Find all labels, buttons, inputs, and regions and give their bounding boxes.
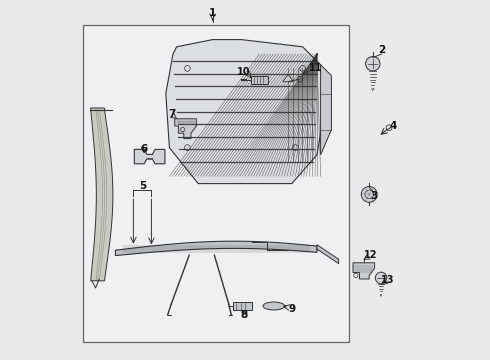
Text: 10: 10 xyxy=(237,67,251,77)
Text: 8: 8 xyxy=(241,310,248,320)
Polygon shape xyxy=(283,75,294,82)
Text: 4: 4 xyxy=(390,121,397,131)
Polygon shape xyxy=(134,149,165,164)
Bar xyxy=(233,302,252,310)
Text: 11: 11 xyxy=(308,63,322,73)
Ellipse shape xyxy=(263,302,285,310)
Polygon shape xyxy=(175,119,196,139)
Text: 12: 12 xyxy=(364,250,377,260)
Polygon shape xyxy=(91,108,113,281)
Polygon shape xyxy=(116,241,317,256)
Text: 3: 3 xyxy=(370,191,377,201)
Text: 13: 13 xyxy=(380,275,394,285)
Polygon shape xyxy=(320,65,331,155)
Polygon shape xyxy=(317,245,339,264)
Circle shape xyxy=(366,57,380,71)
Bar xyxy=(83,25,349,342)
Text: 9: 9 xyxy=(288,303,295,314)
Text: 6: 6 xyxy=(141,144,148,154)
Text: 2: 2 xyxy=(378,45,386,55)
Text: 5: 5 xyxy=(139,181,146,192)
Bar xyxy=(251,76,269,84)
Text: 7: 7 xyxy=(169,109,176,120)
Circle shape xyxy=(361,186,377,202)
Circle shape xyxy=(375,272,387,284)
Polygon shape xyxy=(353,263,374,279)
Text: 1: 1 xyxy=(209,8,216,18)
Polygon shape xyxy=(166,40,324,184)
